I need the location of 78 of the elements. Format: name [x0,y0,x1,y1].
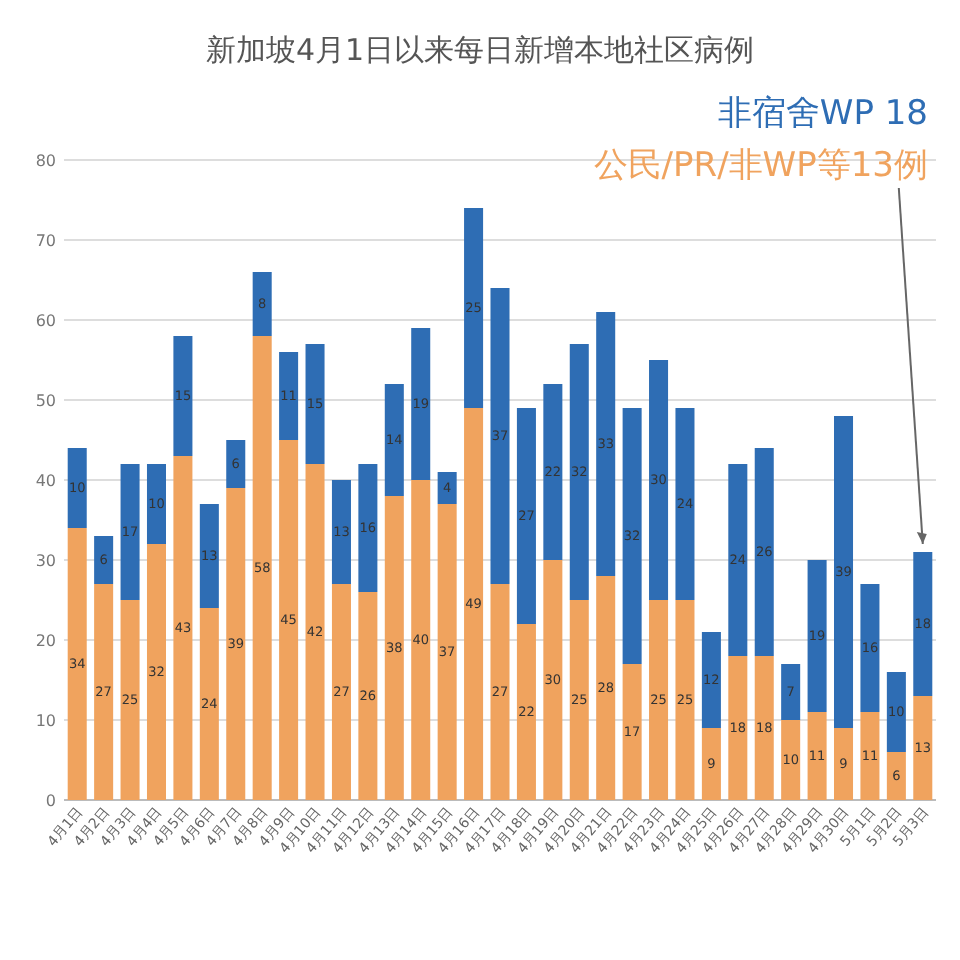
y-tick-label: 30 [35,552,56,570]
chart-title: 新加坡4月1日以来每日新增本地社区病例 [205,32,755,68]
bar [596,312,616,576]
bar [622,408,642,664]
bar [94,536,114,584]
bar [411,480,431,800]
bar [331,584,351,800]
bar [701,728,721,800]
bar [649,600,669,800]
bar [781,720,801,800]
bar [173,456,193,800]
bar [331,480,351,584]
bar [94,584,114,800]
bar [120,464,140,600]
bar [199,608,219,800]
bar [464,408,484,800]
bar [860,584,880,712]
bar [886,672,906,752]
bar [860,712,880,800]
bar [358,592,378,800]
bar [596,576,616,800]
bar [728,464,748,656]
bar [226,440,246,488]
bar [675,408,695,600]
bar [358,464,378,592]
bar [543,560,563,800]
bar [120,600,140,800]
bar [173,336,193,456]
y-tick-label: 70 [35,232,56,250]
bar [437,472,457,504]
y-tick-label: 40 [35,472,56,490]
bar [754,448,774,656]
bar [886,752,906,800]
y-tick-label: 60 [35,312,56,330]
bar [913,696,933,800]
bar [807,712,827,800]
bar [834,728,854,800]
bar [622,664,642,800]
bar [490,584,510,800]
bar [279,352,299,440]
bar [754,656,774,800]
bar [199,504,219,608]
bar [701,632,721,728]
bar [305,464,325,800]
bar [728,656,748,800]
bar [516,408,536,624]
bar [807,560,827,712]
bar [569,600,589,800]
y-tick-label: 10 [35,712,56,730]
bar [384,496,404,800]
annotation: 公民/PR/非WP等13例 [593,146,928,186]
bar [67,448,87,528]
y-tick-label: 80 [35,152,56,170]
bar [226,488,246,800]
bar [516,624,536,800]
bar [834,416,854,728]
bar [464,208,484,408]
bar [252,336,272,800]
bar [675,600,695,800]
bar [67,528,87,800]
bar [252,272,272,336]
bar [913,552,933,696]
bar [437,504,457,800]
y-tick-label: 50 [35,392,56,410]
bar [279,440,299,800]
bar [649,360,669,600]
y-tick-label: 0 [45,792,56,810]
bar [146,464,166,544]
bar [781,664,801,720]
bar [305,344,325,464]
bar [543,384,563,560]
y-tick-label: 20 [35,632,56,650]
bar [411,328,431,480]
bar [384,384,404,496]
bar [146,544,166,800]
text: 非宿舍WP 18 [717,94,928,134]
bar [569,344,589,600]
bar [490,288,510,584]
